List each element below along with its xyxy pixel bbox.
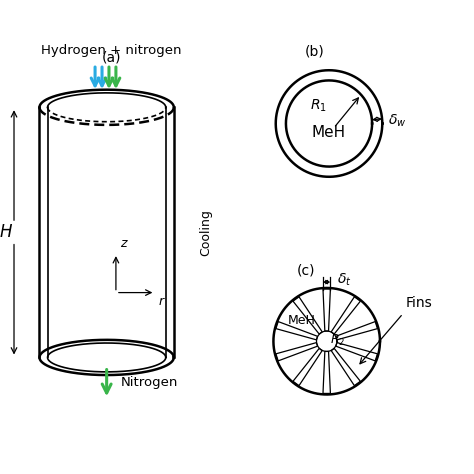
Text: (c): (c) — [297, 264, 315, 278]
Text: H: H — [0, 223, 12, 241]
Text: (a): (a) — [101, 50, 121, 64]
Text: (b): (b) — [305, 45, 325, 59]
Text: $\delta_w$: $\delta_w$ — [388, 113, 406, 129]
Text: Cooling: Cooling — [200, 209, 213, 256]
Text: r: r — [159, 295, 164, 308]
Text: MeH: MeH — [287, 314, 315, 327]
Text: Nitrogen: Nitrogen — [120, 376, 178, 390]
Text: $\delta_t$: $\delta_t$ — [337, 272, 352, 288]
Text: MeH: MeH — [312, 125, 346, 140]
Text: z: z — [119, 237, 126, 249]
Text: $R_2$: $R_2$ — [330, 333, 345, 348]
Text: Hydrogen + nitrogen: Hydrogen + nitrogen — [41, 44, 182, 57]
Text: Fins: Fins — [405, 296, 432, 310]
Text: $R_1$: $R_1$ — [310, 98, 327, 114]
